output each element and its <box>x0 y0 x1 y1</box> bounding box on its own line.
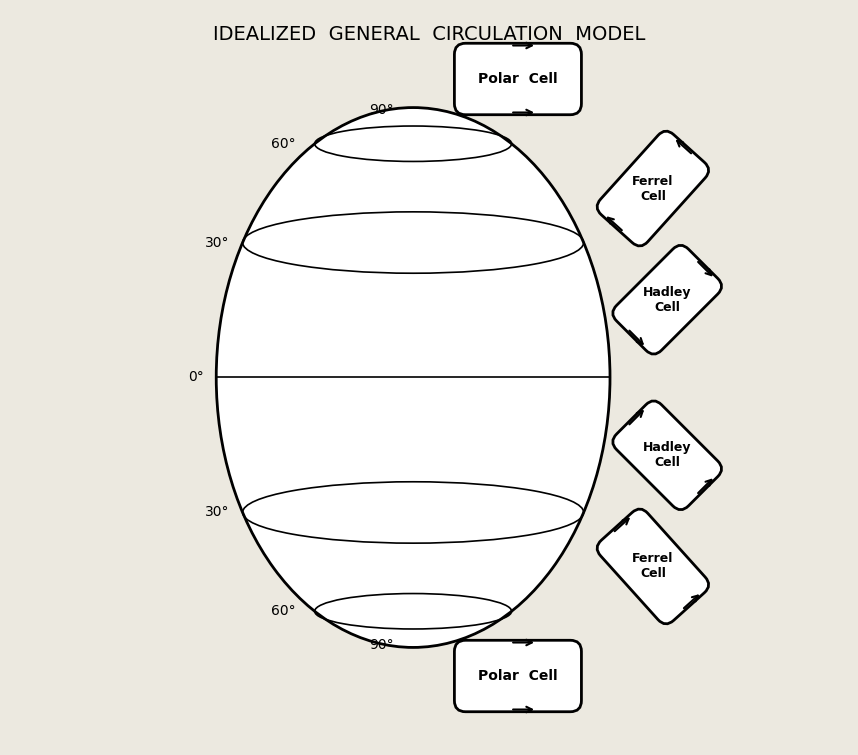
Text: 90°: 90° <box>370 103 394 116</box>
Text: Ferrel
Cell: Ferrel Cell <box>632 553 674 581</box>
Text: 30°: 30° <box>205 505 230 519</box>
Text: Polar  Cell: Polar Cell <box>478 72 558 86</box>
Text: 60°: 60° <box>271 604 296 618</box>
Text: Polar  Cell: Polar Cell <box>478 669 558 683</box>
Ellipse shape <box>216 107 610 648</box>
FancyBboxPatch shape <box>455 43 582 115</box>
FancyBboxPatch shape <box>455 640 582 712</box>
FancyBboxPatch shape <box>613 401 722 510</box>
FancyBboxPatch shape <box>597 131 709 246</box>
Text: IDEALIZED  GENERAL  CIRCULATION  MODEL: IDEALIZED GENERAL CIRCULATION MODEL <box>213 25 645 45</box>
Text: 30°: 30° <box>205 236 230 250</box>
Text: Hadley
Cell: Hadley Cell <box>643 442 692 470</box>
Text: 60°: 60° <box>271 137 296 151</box>
Text: 90°: 90° <box>370 639 394 652</box>
FancyBboxPatch shape <box>597 509 709 624</box>
Text: 0°: 0° <box>188 371 203 384</box>
Text: Ferrel
Cell: Ferrel Cell <box>632 174 674 202</box>
FancyBboxPatch shape <box>613 245 722 354</box>
Text: Hadley
Cell: Hadley Cell <box>643 285 692 313</box>
